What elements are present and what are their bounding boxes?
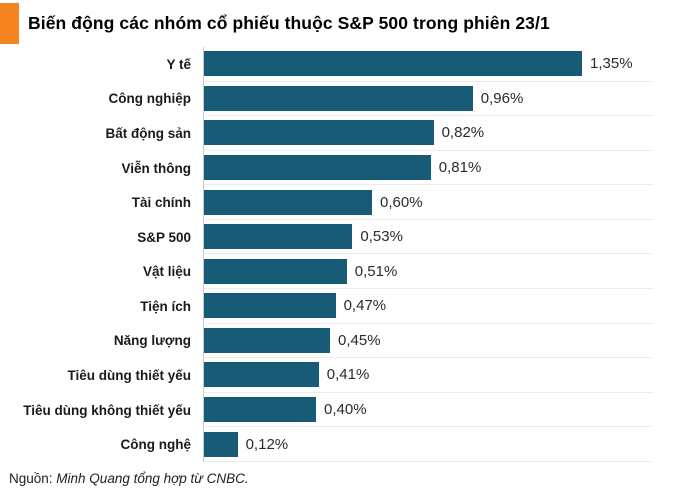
chart-row: Tiêu dùng không thiết yếu 0,40% <box>0 392 700 428</box>
chart-row: Tiện ích 0,47% <box>0 289 700 324</box>
value-label: 0,96% <box>480 89 524 107</box>
value-label: 0,53% <box>360 228 403 246</box>
chart-row: S&P 500 0,53% <box>0 219 700 255</box>
category-label: Y tế <box>166 56 191 72</box>
category-label: Tiêu dùng thiết yếu <box>67 367 191 383</box>
source-prefix: Nguồn: <box>9 471 57 486</box>
chart-row: Viễn thông 0,81% <box>0 150 700 186</box>
bar-area: 0,41% <box>203 358 653 393</box>
category-label: Tiện ích <box>140 298 191 314</box>
chart-row: Tài chính 0,60% <box>0 185 700 220</box>
bar-area: 0,81% <box>203 150 653 186</box>
bar <box>204 189 372 215</box>
source-note: Nguồn: Minh Quang tổng hợp từ CNBC. <box>9 471 249 486</box>
value-label: 0,51% <box>354 262 398 280</box>
value-label: 0,81% <box>438 159 482 177</box>
chart-row: Tiêu dùng thiết yếu 0,41% <box>0 358 700 393</box>
value-label: 0,41% <box>326 366 370 384</box>
bar <box>204 120 434 146</box>
category-label: Tài chính <box>131 195 191 211</box>
bar <box>204 397 316 423</box>
bar-area: 0,45% <box>203 323 653 359</box>
value-label: 0,45% <box>338 331 381 349</box>
category-label: Công nghệ <box>120 437 192 453</box>
bar-area: 0,40% <box>203 392 653 428</box>
bar-chart: Y tế 1,35% Công nghiệp 0,96% Bất động sả… <box>0 47 700 462</box>
category-label: Viễn thông <box>121 160 192 176</box>
category-label: Năng lượng <box>113 333 191 349</box>
bar <box>204 258 347 284</box>
bar-area: 0,51% <box>203 254 653 290</box>
value-label: 0,40% <box>324 401 367 419</box>
chart-row: Công nghệ 0,12% <box>0 427 700 462</box>
chart-row: Năng lượng 0,45% <box>0 323 700 359</box>
bar <box>204 362 319 388</box>
bar-area: 0,82% <box>203 116 653 151</box>
chart-row: Công nghiệp 0,96% <box>0 81 700 117</box>
chart-row: Bất động sản 0,82% <box>0 116 700 151</box>
bar <box>204 293 336 319</box>
value-label: 0,12% <box>245 435 289 453</box>
category-label: Tiêu dùng không thiết yếu <box>23 402 191 418</box>
bar-area: 0,60% <box>203 185 653 220</box>
category-label: Vật liệu <box>142 264 191 280</box>
chart-title: Biến động các nhóm cổ phiếu thuộc S&P 50… <box>28 12 550 33</box>
bar-area: 0,96% <box>203 81 653 117</box>
bar-area: 0,53% <box>203 219 653 255</box>
bar <box>204 224 353 250</box>
accent-block <box>0 2 19 44</box>
chart-header: Biến động các nhóm cổ phiếu thuộc S&P 50… <box>0 2 700 44</box>
bar-area: 0,47% <box>203 289 653 324</box>
value-label: 0,82% <box>441 124 485 142</box>
chart-row: Y tế 1,35% <box>0 47 700 82</box>
value-label: 0,47% <box>343 297 387 315</box>
bar <box>204 85 473 111</box>
bar <box>204 431 238 457</box>
bar-area: 0,12% <box>203 427 653 462</box>
bar <box>204 327 330 353</box>
value-label: 0,60% <box>380 193 423 211</box>
bar-area: 1,35% <box>203 47 653 82</box>
category-label: S&P 500 <box>137 229 191 245</box>
chart-row: Vật liệu 0,51% <box>0 254 700 290</box>
value-label: 1,35% <box>590 55 633 73</box>
category-label: Công nghiệp <box>108 91 191 107</box>
bar <box>204 51 582 77</box>
bar <box>204 155 431 181</box>
category-label: Bất động sản <box>105 125 191 141</box>
source-text: Minh Quang tổng hợp từ CNBC. <box>56 471 249 486</box>
